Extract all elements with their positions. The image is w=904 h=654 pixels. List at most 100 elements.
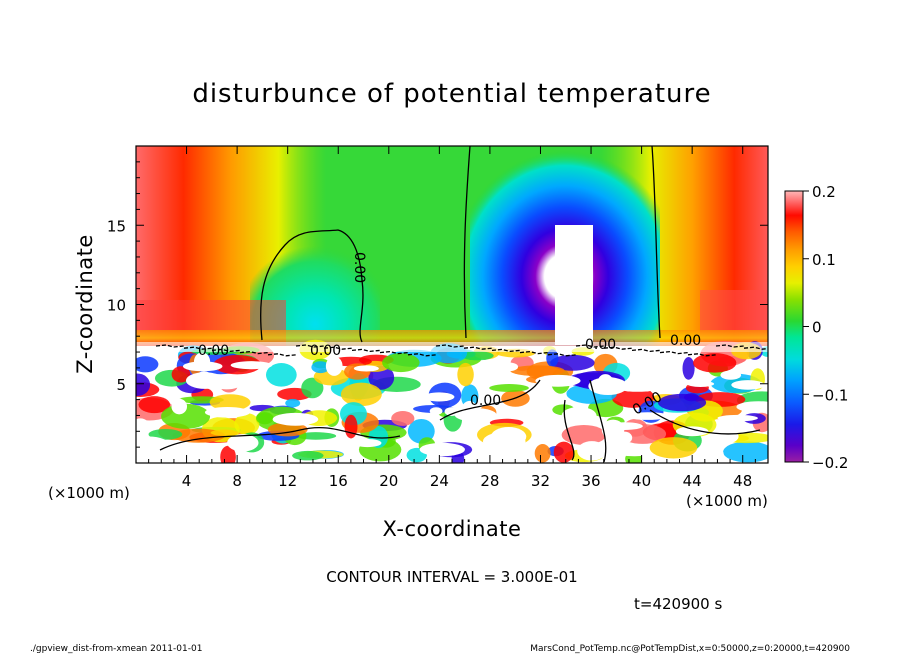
field-blob bbox=[234, 413, 260, 436]
field-blob bbox=[210, 429, 238, 436]
y-tick-label: 5 bbox=[116, 376, 126, 394]
y-tick-label: 10 bbox=[107, 297, 126, 315]
field-blob-white bbox=[616, 382, 660, 392]
field-blob-white bbox=[185, 372, 224, 389]
field-blob-white bbox=[429, 407, 443, 416]
contour-line-dashed bbox=[547, 353, 577, 357]
contour-label: 0.00 bbox=[351, 252, 367, 283]
field-blob-white bbox=[597, 374, 614, 390]
field-blob bbox=[658, 393, 707, 412]
field-blob-white bbox=[204, 407, 250, 418]
x-tick-label: 48 bbox=[733, 472, 752, 490]
field-blob bbox=[220, 445, 236, 463]
colorbar bbox=[784, 190, 804, 463]
contour-line bbox=[589, 379, 607, 463]
field-blob-white bbox=[617, 431, 633, 444]
field-blob bbox=[256, 412, 274, 425]
x-tick-label: 20 bbox=[379, 472, 398, 490]
y-tick-label: 15 bbox=[107, 217, 126, 235]
field-blob bbox=[311, 361, 330, 374]
field-blob-white bbox=[490, 427, 527, 447]
colorbar-tick-label: 0 bbox=[812, 319, 822, 337]
field-blob bbox=[723, 441, 768, 463]
footer-right: MarsCond_PotTemp.nc@PotTempDist,x=0:5000… bbox=[530, 644, 850, 654]
field-blob bbox=[344, 414, 358, 439]
field-blob bbox=[457, 362, 474, 387]
y-axis: 5 10 15 bbox=[107, 161, 768, 448]
contour-line-dashed bbox=[575, 344, 605, 348]
inversion-layer bbox=[136, 342, 768, 352]
field-blob bbox=[550, 354, 595, 371]
field-blob-white bbox=[325, 356, 343, 376]
field-blob-white bbox=[577, 441, 607, 461]
field-blob-white bbox=[423, 392, 455, 402]
field-blob-white bbox=[606, 422, 643, 430]
x-tick-label: 28 bbox=[480, 472, 499, 490]
field-blob bbox=[693, 353, 737, 373]
x-tick-label: 44 bbox=[683, 472, 702, 490]
colorbar-ticks: 0.2 0.1 0 −0.1 −0.2 bbox=[803, 183, 848, 472]
contour-label: 0.00 bbox=[198, 343, 229, 359]
field-blob-white bbox=[675, 426, 709, 437]
field-blob bbox=[292, 450, 324, 461]
field-blob-white bbox=[720, 370, 742, 380]
x-tick-label: 16 bbox=[329, 472, 348, 490]
x-axis-label: X-coordinate bbox=[383, 517, 522, 541]
footer-left: ./gpview_dist-from-xmean 2011-01-01 bbox=[30, 644, 202, 654]
field-blob bbox=[649, 437, 698, 459]
contour-line-dashed bbox=[435, 344, 465, 348]
field-blob bbox=[382, 353, 420, 373]
colorbar-tick-label: 0.2 bbox=[812, 183, 836, 201]
contour-label: 0.00 bbox=[310, 343, 341, 359]
field-blob-white bbox=[714, 429, 739, 444]
field-blob bbox=[136, 373, 151, 397]
contour-line-dashed bbox=[351, 348, 381, 353]
contour-line bbox=[463, 146, 471, 339]
field-blob-white bbox=[535, 374, 581, 387]
field-blob-white bbox=[353, 438, 382, 448]
field-blob bbox=[561, 425, 607, 445]
field-blob bbox=[461, 351, 494, 361]
contour-line bbox=[563, 399, 575, 461]
field-blob bbox=[510, 365, 565, 377]
field-blob bbox=[340, 382, 382, 407]
x-tick-label: 40 bbox=[632, 472, 651, 490]
field-blob bbox=[136, 356, 159, 373]
x-unit-left: (×1000 m) bbox=[48, 484, 130, 502]
field-blob bbox=[209, 394, 251, 411]
x-tick-label: 32 bbox=[531, 472, 550, 490]
contour-interval: CONTOUR INTERVAL = 3.000E-01 bbox=[326, 568, 577, 586]
contour-line-dashed bbox=[267, 353, 297, 357]
contour-line-dashed bbox=[379, 350, 409, 355]
contour-label: 0.00 bbox=[670, 333, 701, 349]
contour-line bbox=[649, 409, 761, 435]
contour-line-dashed bbox=[631, 348, 661, 353]
field-blob bbox=[148, 428, 183, 440]
contour-label: 0.00 bbox=[585, 337, 616, 353]
chart-title: disturbunce of potential temperature bbox=[192, 79, 711, 109]
field-blob-white bbox=[498, 362, 519, 372]
field-blob-white bbox=[136, 418, 151, 438]
x-axis: 4 8 12 16 20 24 28 32 36 40 44 48 bbox=[148, 146, 756, 490]
field-blob-white bbox=[617, 450, 652, 457]
contour-line-dashed bbox=[491, 348, 521, 353]
contour-line-dashed bbox=[603, 346, 633, 350]
field-blob bbox=[534, 444, 551, 463]
field-blob-white bbox=[561, 406, 597, 426]
contour-line-dashed bbox=[239, 350, 269, 355]
contour-line bbox=[439, 379, 541, 421]
contour-line-dashed bbox=[743, 346, 768, 350]
contour-line-dashed bbox=[407, 353, 437, 357]
contour-label: 0.00 bbox=[470, 393, 501, 409]
heatmap-field: 0.000.000.00 0.000.000.00 0.00 bbox=[136, 146, 768, 463]
x-tick-label: 36 bbox=[581, 472, 600, 490]
contour-line bbox=[651, 146, 661, 339]
field-blob-white bbox=[460, 400, 479, 422]
field-blob bbox=[546, 349, 559, 367]
field-blob-white bbox=[272, 412, 319, 426]
field-blob-white bbox=[227, 434, 259, 452]
contour-line-dashed bbox=[519, 350, 549, 355]
field-blob bbox=[301, 377, 324, 399]
contour-line-dashed bbox=[155, 344, 185, 348]
